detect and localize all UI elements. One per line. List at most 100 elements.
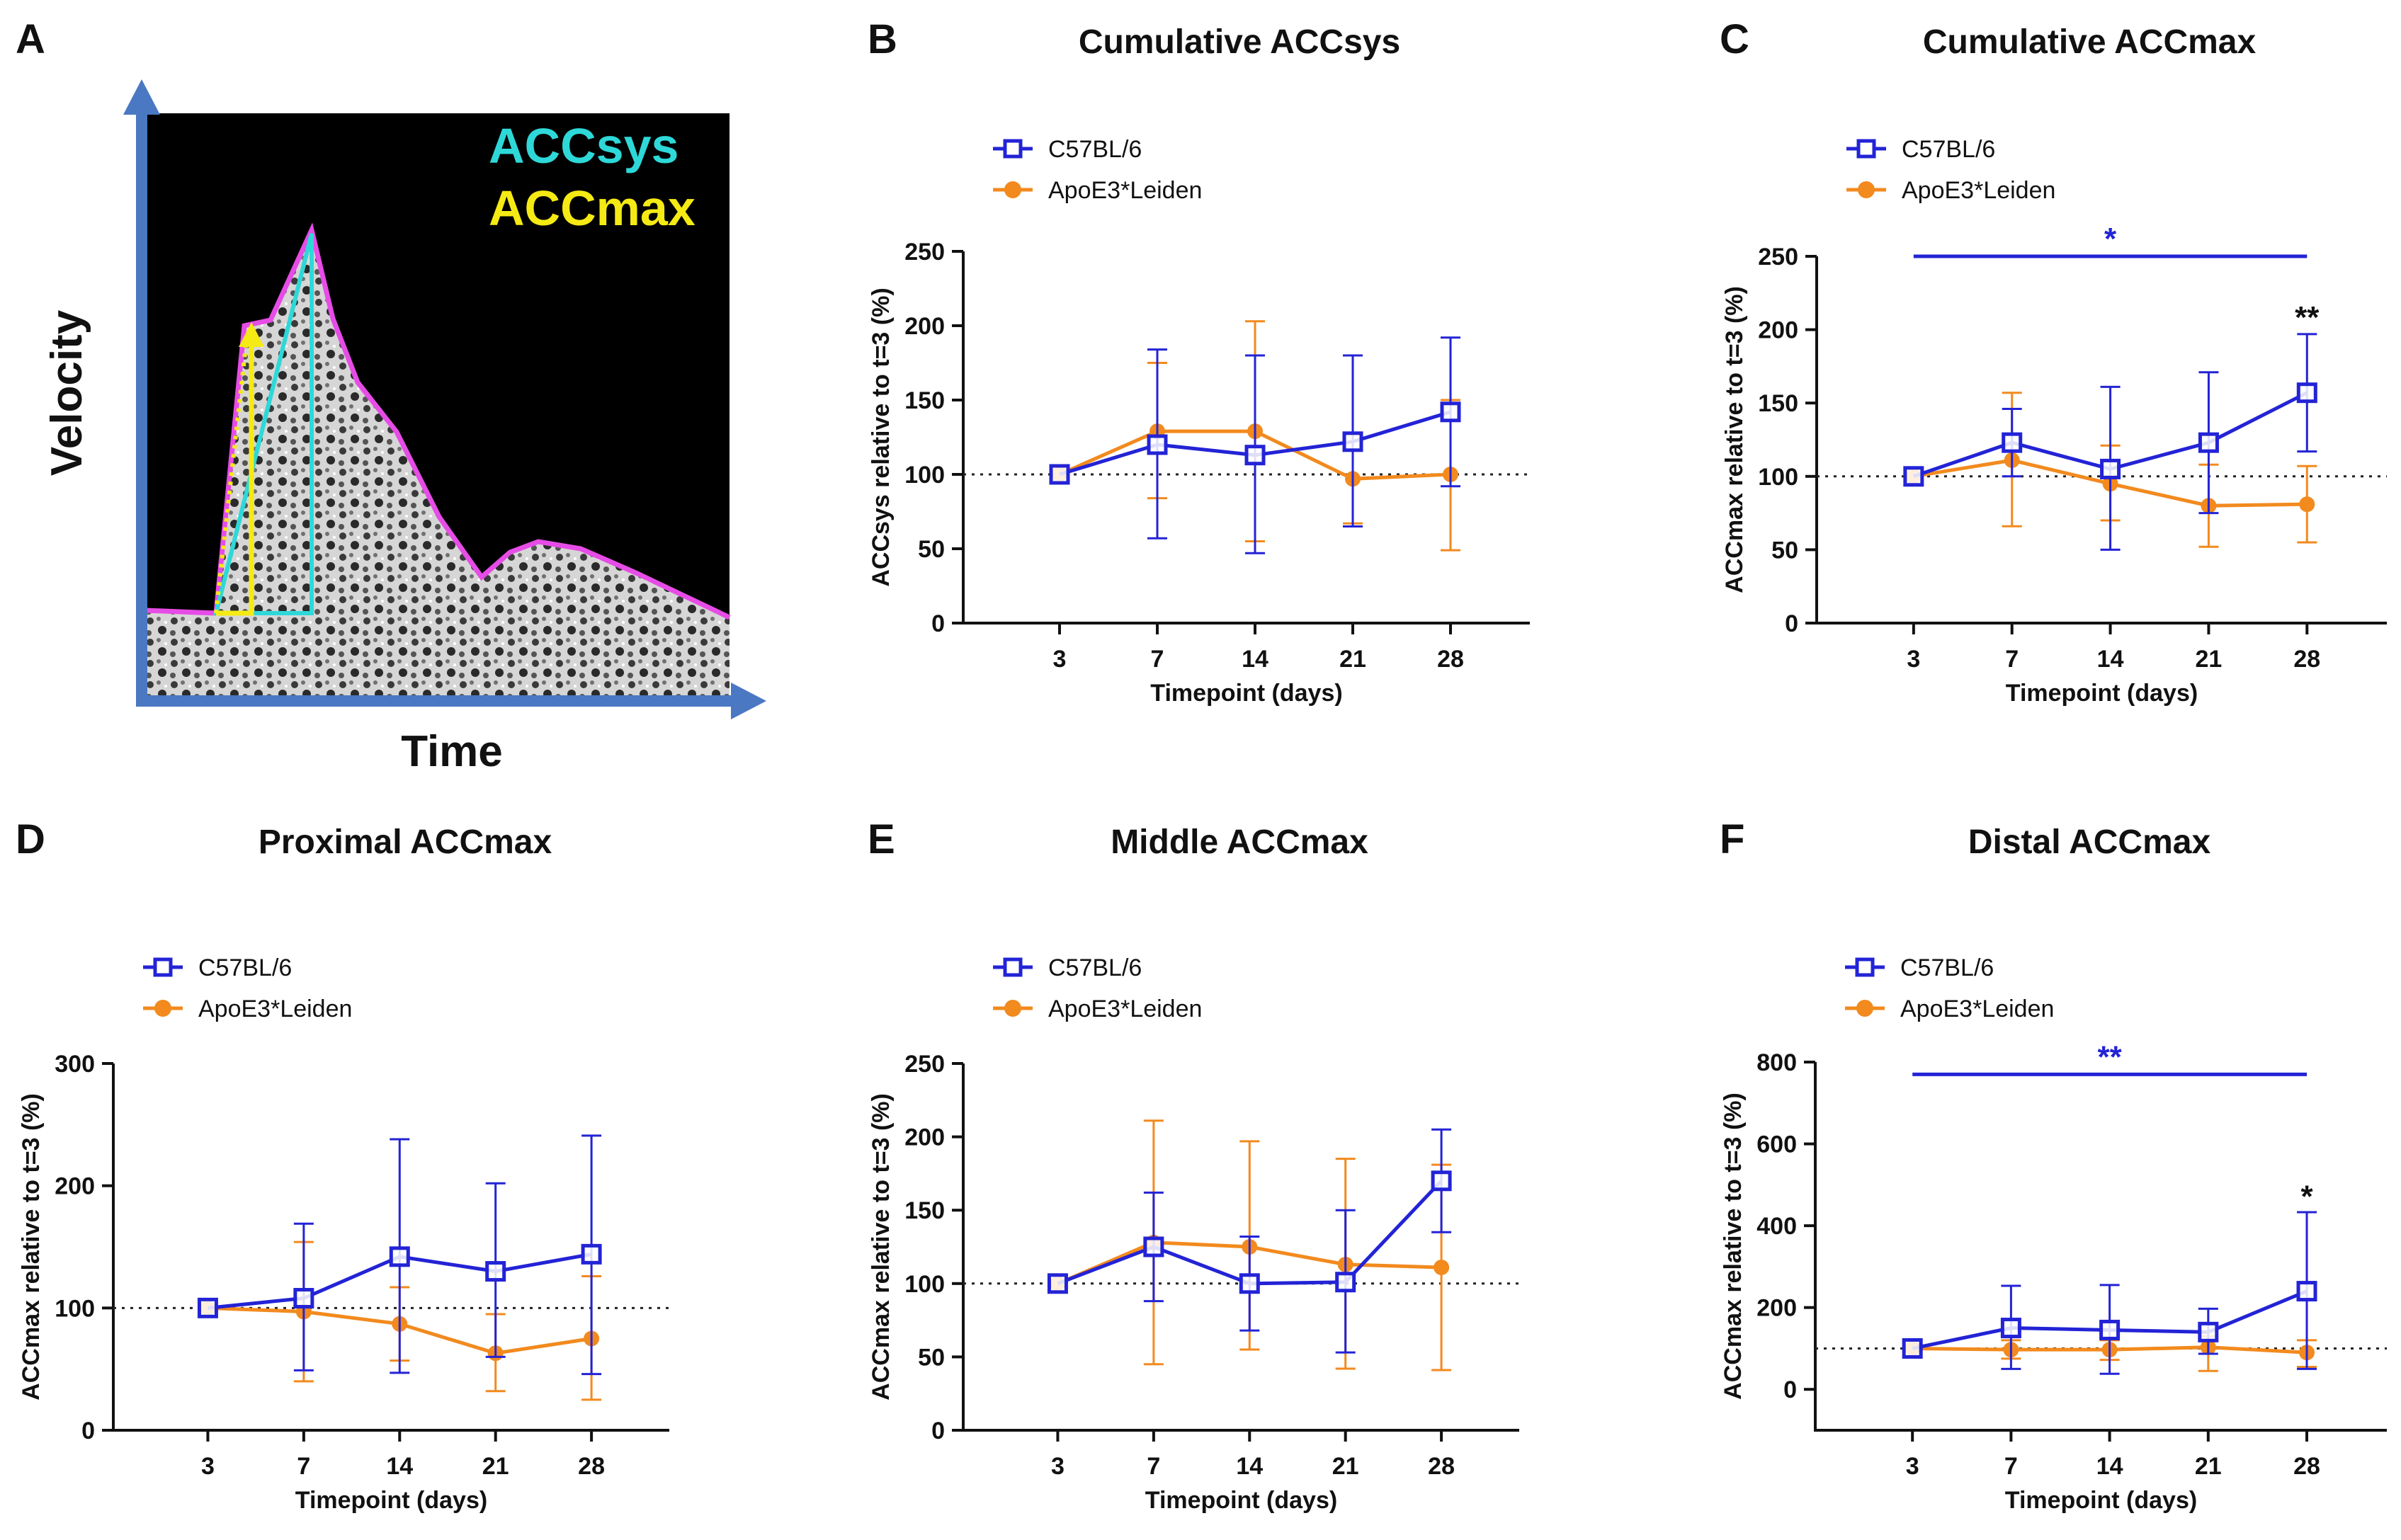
y-tick-label-f: 400	[1756, 1213, 1797, 1240]
data-point-c57bl6	[1903, 466, 1924, 487]
x-tick-label-d: 3	[201, 1453, 215, 1480]
legend-marker-square-icon	[1003, 957, 1023, 977]
chart-title-b: Cumulative ACCsys	[1079, 23, 1400, 61]
y-tick-label-c: 150	[1758, 390, 1798, 417]
legend-marker-square-icon	[1003, 139, 1023, 159]
legend-accsys: ACCsys	[489, 118, 679, 173]
legend-marker-circle-icon	[154, 1000, 171, 1017]
data-point-apoe3	[1434, 1260, 1450, 1276]
charts-layer: B Cumulative ACCsys C57BL/6 ApoE3*Leiden 0 50…	[16, 16, 2387, 1514]
data-point-c57bl6	[1143, 1236, 1164, 1257]
data-point-c57bl6	[1147, 434, 1168, 455]
significance-star-f: **	[2097, 1039, 2122, 1074]
time-axis-arrow-icon	[731, 683, 766, 719]
legend-marker-circle-icon	[1856, 1000, 1873, 1017]
x-tick-label-d: 28	[578, 1453, 605, 1480]
x-tick-label-f: 28	[2293, 1453, 2320, 1480]
chart-panel-b: B Cumulative ACCsys C57BL/6 ApoE3*Leiden 0 50…	[868, 16, 1530, 707]
x-axis-title-b: Timepoint (days)	[1150, 680, 1342, 707]
y-tick-label-c: 100	[1758, 464, 1798, 491]
data-point-c57bl6	[1440, 401, 1461, 423]
accmax-arrowhead-icon	[239, 322, 264, 347]
legend-label-c-0: C57BL/6	[1902, 136, 1995, 163]
x-tick-label-f: 7	[2004, 1453, 2018, 1480]
y-tick-label-b: 100	[904, 462, 945, 489]
y-tick-label-c: 200	[1758, 317, 1798, 344]
data-point-c57bl6	[1244, 445, 1266, 466]
x-tick-label-d: 7	[297, 1453, 310, 1480]
data-point-c57bl6	[389, 1246, 410, 1267]
accsys-slope-line	[214, 233, 314, 614]
y-tick-label-d: 300	[55, 1051, 95, 1078]
legend-label-d-0: C57BL/6	[198, 954, 292, 981]
y-axis-title-b: ACCsys relative to t=3 (%)	[868, 287, 895, 586]
legend-label-b-0: C57BL/6	[1048, 136, 1142, 163]
significance-star-c: *	[2104, 222, 2117, 256]
data-point-c57bl6	[2000, 1318, 2021, 1339]
velocity-envelope	[144, 222, 731, 620]
y-tick-label-e: 200	[904, 1124, 945, 1151]
y-axis-title-f: ACCmax relative to t=3 (%)	[1720, 1093, 1747, 1400]
x-axis-title-d: Timepoint (days)	[295, 1487, 487, 1514]
time-axis-label: Time	[401, 727, 503, 776]
y-tick-label-d: 200	[55, 1173, 95, 1200]
legend-label-b-1: ApoE3*Leiden	[1048, 177, 1202, 204]
data-point-c57bl6	[2296, 1281, 2317, 1302]
chart-title-f: Distal ACCmax	[1968, 823, 2211, 861]
chart-panel-c: C Cumulative ACCmax C57BL/6 ApoE3*Leiden 0 50…	[1720, 16, 2387, 707]
x-axis-title-e: Timepoint (days)	[1145, 1487, 1337, 1514]
panel-label-a: A	[16, 16, 45, 62]
legend-label-f-1: ApoE3*Leiden	[1900, 996, 2054, 1022]
legend-label-e-1: ApoE3*Leiden	[1048, 996, 1202, 1022]
panel-label-e: E	[868, 816, 895, 862]
data-point-c57bl6	[1239, 1273, 1260, 1294]
legend-marker-circle-icon	[1004, 1000, 1021, 1017]
data-point-c57bl6	[2099, 1319, 2121, 1340]
x-tick-label-b: 28	[1437, 646, 1464, 673]
data-point-c57bl6	[1047, 1273, 1068, 1294]
y-tick-label-b: 150	[904, 387, 945, 414]
x-tick-label-c: 7	[2005, 646, 2019, 673]
data-point-c57bl6	[1431, 1170, 1452, 1192]
data-point-c57bl6	[2198, 1321, 2219, 1342]
x-tick-label-e: 21	[1332, 1453, 1359, 1480]
y-axis-title-e: ACCmax relative to t=3 (%)	[868, 1093, 895, 1401]
y-tick-label-c: 250	[1758, 244, 1798, 270]
y-tick-label-c: 0	[1785, 610, 1798, 637]
accmax-bracket	[216, 338, 254, 616]
chart-title-d: Proximal ACCmax	[259, 823, 552, 861]
point-annotation-f: *	[2300, 1180, 2313, 1214]
y-tick-label-e: 0	[931, 1418, 945, 1444]
chart-panel-f: F Distal ACCmax C57BL/6 ApoE3*Leiden 0 200 400…	[1720, 816, 2387, 1514]
chart-title-e: Middle ACCmax	[1111, 823, 1368, 861]
legend-label-f-0: C57BL/6	[1900, 954, 1994, 981]
y-tick-label-e: 250	[904, 1051, 945, 1078]
x-tick-label-c: 28	[2293, 646, 2320, 673]
y-tick-label-b: 50	[918, 536, 945, 563]
y-tick-label-d: 100	[55, 1295, 95, 1322]
data-point-c57bl6	[2100, 458, 2121, 479]
data-point-c57bl6	[1342, 431, 1363, 452]
y-tick-label-f: 200	[1756, 1295, 1797, 1322]
velocity-axis-arrow-icon	[123, 79, 160, 115]
legend-accmax: ACCmax	[489, 181, 696, 236]
data-point-c57bl6	[1049, 464, 1070, 485]
velocity-axis-label: Velocity	[42, 309, 91, 476]
point-annotation-c: **	[2295, 300, 2320, 335]
panel-label-d: D	[16, 816, 45, 862]
x-tick-label-d: 21	[482, 1453, 509, 1480]
y-tick-label-b: 250	[904, 239, 945, 266]
x-tick-label-f: 14	[2096, 1453, 2123, 1480]
legend-marker-circle-icon	[1004, 181, 1021, 198]
y-tick-label-f: 600	[1756, 1131, 1797, 1158]
data-point-c57bl6	[293, 1288, 314, 1309]
data-point-c57bl6	[485, 1261, 506, 1282]
x-tick-label-c: 21	[2196, 646, 2223, 673]
x-tick-label-f: 21	[2195, 1453, 2222, 1480]
panel-label-f: F	[1720, 816, 1744, 862]
chart-panel-e: E Middle ACCmax C57BL/6 ApoE3*Leiden 0 50 100 1…	[868, 816, 1519, 1514]
x-tick-label-e: 7	[1147, 1453, 1160, 1480]
x-tick-label-b: 21	[1339, 646, 1366, 673]
data-point-c57bl6	[581, 1243, 602, 1265]
